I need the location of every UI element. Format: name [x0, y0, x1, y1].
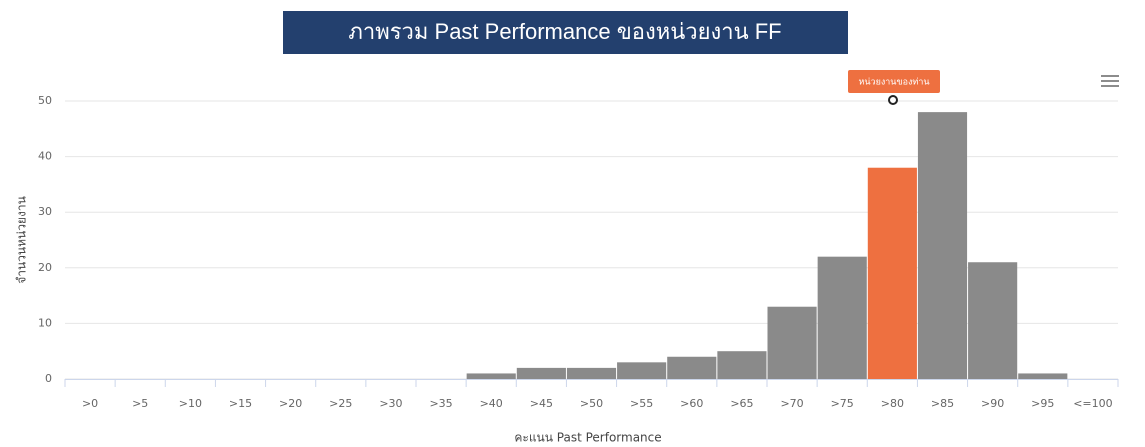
x-tick-label: >70	[780, 397, 803, 410]
bar	[566, 367, 617, 379]
x-tick-label: >90	[981, 397, 1004, 410]
menu-icon[interactable]	[1101, 75, 1119, 87]
x-tick-label: <=100	[1073, 397, 1112, 410]
bar	[617, 362, 667, 379]
y-tick-label: 40	[38, 150, 52, 163]
bar	[817, 256, 867, 379]
y-tick-label: 0	[45, 372, 52, 385]
annotation-marker	[888, 95, 898, 105]
bar	[466, 373, 516, 379]
title-box	[283, 11, 848, 54]
x-tick-label: >95	[1031, 397, 1054, 410]
bar	[867, 167, 917, 379]
annotation: หน่วยงานของท่าน	[858, 78, 929, 88]
bar	[917, 112, 968, 380]
x-axis-title: คะแนน Past Performance	[514, 431, 661, 445]
chart-title: ภาพรวม Past Performance ของหน่วยงาน FF	[348, 19, 781, 44]
x-tick-label: >5	[132, 397, 148, 410]
x-tick-label: >15	[229, 397, 252, 410]
x-tick-label: >35	[429, 397, 452, 410]
x-tick-label: >85	[931, 397, 954, 410]
y-tick-label: 30	[38, 205, 52, 218]
bar	[667, 356, 717, 379]
x-tick-label: >50	[580, 397, 603, 410]
y-axis-title: จำนวนหน่วยงาน	[15, 196, 29, 284]
x-tick-label: >40	[480, 397, 503, 410]
y-tick-label: 50	[38, 94, 52, 107]
x-tick-label: >20	[279, 397, 302, 410]
bar	[968, 262, 1018, 379]
x-tick-label: >45	[530, 397, 553, 410]
annotation-box	[848, 70, 940, 93]
x-tick-label: >60	[680, 397, 703, 410]
y-tick-label: 20	[38, 261, 52, 274]
bar	[1018, 373, 1068, 379]
bar	[717, 351, 767, 379]
x-tick-label: >55	[630, 397, 653, 410]
bar	[767, 306, 817, 379]
x-tick-label: >25	[329, 397, 352, 410]
x-tick-label: >0	[82, 397, 98, 410]
y-tick-label: 10	[38, 316, 52, 329]
x-tick-label: >65	[730, 397, 753, 410]
x-tick-label: >30	[379, 397, 402, 410]
x-tick-label: >10	[179, 397, 202, 410]
x-tick-label: >75	[831, 397, 854, 410]
x-tick-label: >80	[881, 397, 904, 410]
bar	[516, 367, 566, 379]
